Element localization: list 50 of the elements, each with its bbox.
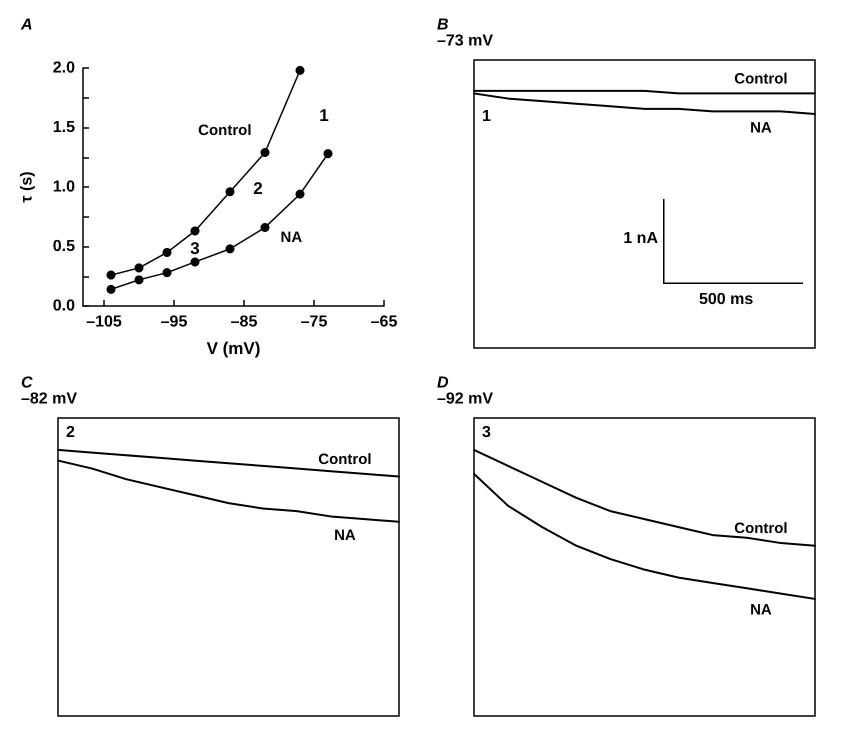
x-tick-label: –75 bbox=[300, 314, 328, 330]
annotation: 1 bbox=[319, 106, 329, 126]
y-tick-label: 0.5 bbox=[52, 238, 76, 255]
point bbox=[190, 226, 200, 236]
point bbox=[296, 66, 304, 75]
point bbox=[162, 268, 172, 278]
annotation: 1 bbox=[482, 108, 491, 126]
y-tick-label: 1.5 bbox=[52, 119, 76, 136]
chart-subtitle: –73 mV bbox=[437, 32, 494, 50]
x-tick-label: –105 bbox=[86, 314, 122, 330]
chart-title: B bbox=[437, 16, 449, 34]
text: 3 bbox=[482, 424, 491, 442]
point bbox=[134, 275, 144, 284]
chart-subtitle: –92 mV bbox=[437, 390, 494, 408]
point bbox=[134, 263, 144, 272]
point bbox=[260, 148, 270, 157]
x-tick-label: –65 bbox=[370, 314, 398, 330]
annotation: 1 nA bbox=[623, 230, 658, 248]
y-tick-label: 0.0 bbox=[52, 298, 76, 314]
annotation: 3 bbox=[190, 239, 200, 259]
point bbox=[106, 270, 116, 280]
series-label: Control bbox=[198, 122, 252, 139]
series-label: Control bbox=[734, 70, 788, 88]
x-tick-label: –95 bbox=[160, 314, 188, 330]
series-label: NA bbox=[750, 602, 772, 619]
series-label: Control bbox=[734, 520, 788, 538]
point bbox=[226, 187, 234, 196]
series-label: NA bbox=[750, 119, 772, 136]
annotation: 500 ms bbox=[699, 291, 754, 309]
point bbox=[162, 248, 172, 257]
series-label: NA bbox=[334, 527, 356, 544]
chart-title: A bbox=[20, 16, 33, 34]
y-tick-label: 1.0 bbox=[52, 178, 76, 196]
y-axis-title: τ (s) bbox=[18, 171, 36, 203]
annotation: 2 bbox=[253, 179, 263, 199]
y-tick-label: 2.0 bbox=[52, 60, 76, 76]
x-tick-label: –85 bbox=[230, 314, 258, 330]
series-label: NA bbox=[280, 228, 302, 246]
x-axis-title: V (mV) bbox=[206, 339, 260, 358]
text: 2 bbox=[66, 424, 75, 442]
point bbox=[260, 222, 270, 232]
chart-subtitle: –82 mV bbox=[21, 390, 78, 408]
chart-title: C bbox=[21, 374, 33, 392]
point bbox=[296, 190, 304, 199]
chart-title: D bbox=[437, 374, 449, 392]
point bbox=[324, 149, 332, 158]
series-label: Control bbox=[318, 450, 372, 468]
point bbox=[106, 284, 116, 294]
point bbox=[190, 257, 200, 266]
point bbox=[226, 244, 234, 254]
